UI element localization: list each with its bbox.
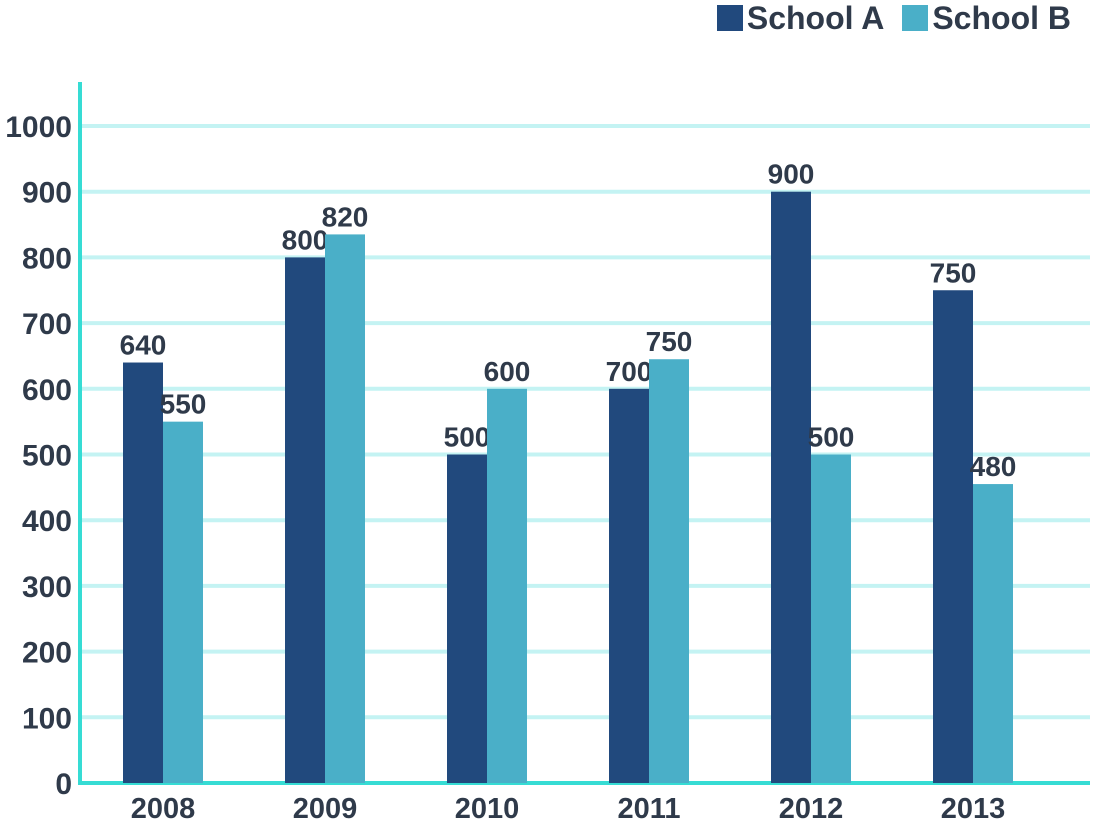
data-label-school-b-2009: 820 <box>322 201 369 232</box>
legend-label-school-a: School A <box>746 0 885 36</box>
bar-school-a-2009 <box>285 257 325 783</box>
data-label-school-a-2013: 750 <box>930 257 977 288</box>
bar-school-b-2012 <box>811 454 851 783</box>
bar-school-a-2013 <box>933 290 973 783</box>
legend-item-school-b: School B <box>902 0 1071 37</box>
data-label-school-a-2009: 800 <box>282 224 329 255</box>
bar-school-b-2010 <box>487 388 527 783</box>
data-label-school-b-2008: 550 <box>160 389 207 420</box>
bar-school-b-2011 <box>649 359 689 783</box>
bar-school-a-2012 <box>771 191 811 783</box>
x-tick-label-2012: 2012 <box>779 793 844 822</box>
bar-school-b-2013 <box>973 484 1013 783</box>
y-tick-label-900: 900 <box>22 177 72 210</box>
x-tick-label-2008: 2008 <box>131 793 196 822</box>
data-label-school-a-2012: 900 <box>768 159 815 190</box>
bar-school-a-2011 <box>609 388 649 783</box>
data-label-school-b-2011: 750 <box>646 326 693 357</box>
x-tick-label-2013: 2013 <box>941 793 1006 822</box>
y-tick-label-1000: 1000 <box>5 111 72 144</box>
data-label-school-a-2011: 700 <box>606 356 653 387</box>
y-tick-label-800: 800 <box>22 242 72 275</box>
legend-swatch-school-a <box>716 5 743 31</box>
bar-school-a-2010 <box>447 454 487 783</box>
data-label-school-a-2010: 500 <box>444 422 491 453</box>
legend: School A School B <box>716 0 1071 37</box>
data-label-school-a-2008: 640 <box>120 330 167 361</box>
x-tick-label-2009: 2009 <box>293 793 358 822</box>
x-tick-label-2011: 2011 <box>618 793 681 822</box>
data-label-school-b-2012: 500 <box>808 422 855 453</box>
y-tick-label-0: 0 <box>55 768 72 801</box>
bar-school-a-2008 <box>123 362 163 783</box>
data-label-school-b-2013: 480 <box>970 451 1017 482</box>
y-tick-label-400: 400 <box>22 505 72 538</box>
x-tick-label-2010: 2010 <box>455 793 520 822</box>
bar-school-b-2009 <box>325 234 365 783</box>
y-tick-label-500: 500 <box>22 440 72 473</box>
y-tick-label-100: 100 <box>22 702 72 735</box>
y-tick-label-600: 600 <box>22 374 72 407</box>
legend-item-school-a: School A <box>716 0 885 37</box>
bar-school-b-2008 <box>163 421 203 783</box>
y-tick-label-300: 300 <box>22 571 72 604</box>
legend-swatch-school-b <box>902 5 929 31</box>
y-tick-label-700: 700 <box>22 308 72 341</box>
legend-label-school-b: School B <box>932 0 1071 36</box>
y-tick-label-200: 200 <box>22 637 72 670</box>
data-label-school-b-2010: 600 <box>484 356 531 387</box>
